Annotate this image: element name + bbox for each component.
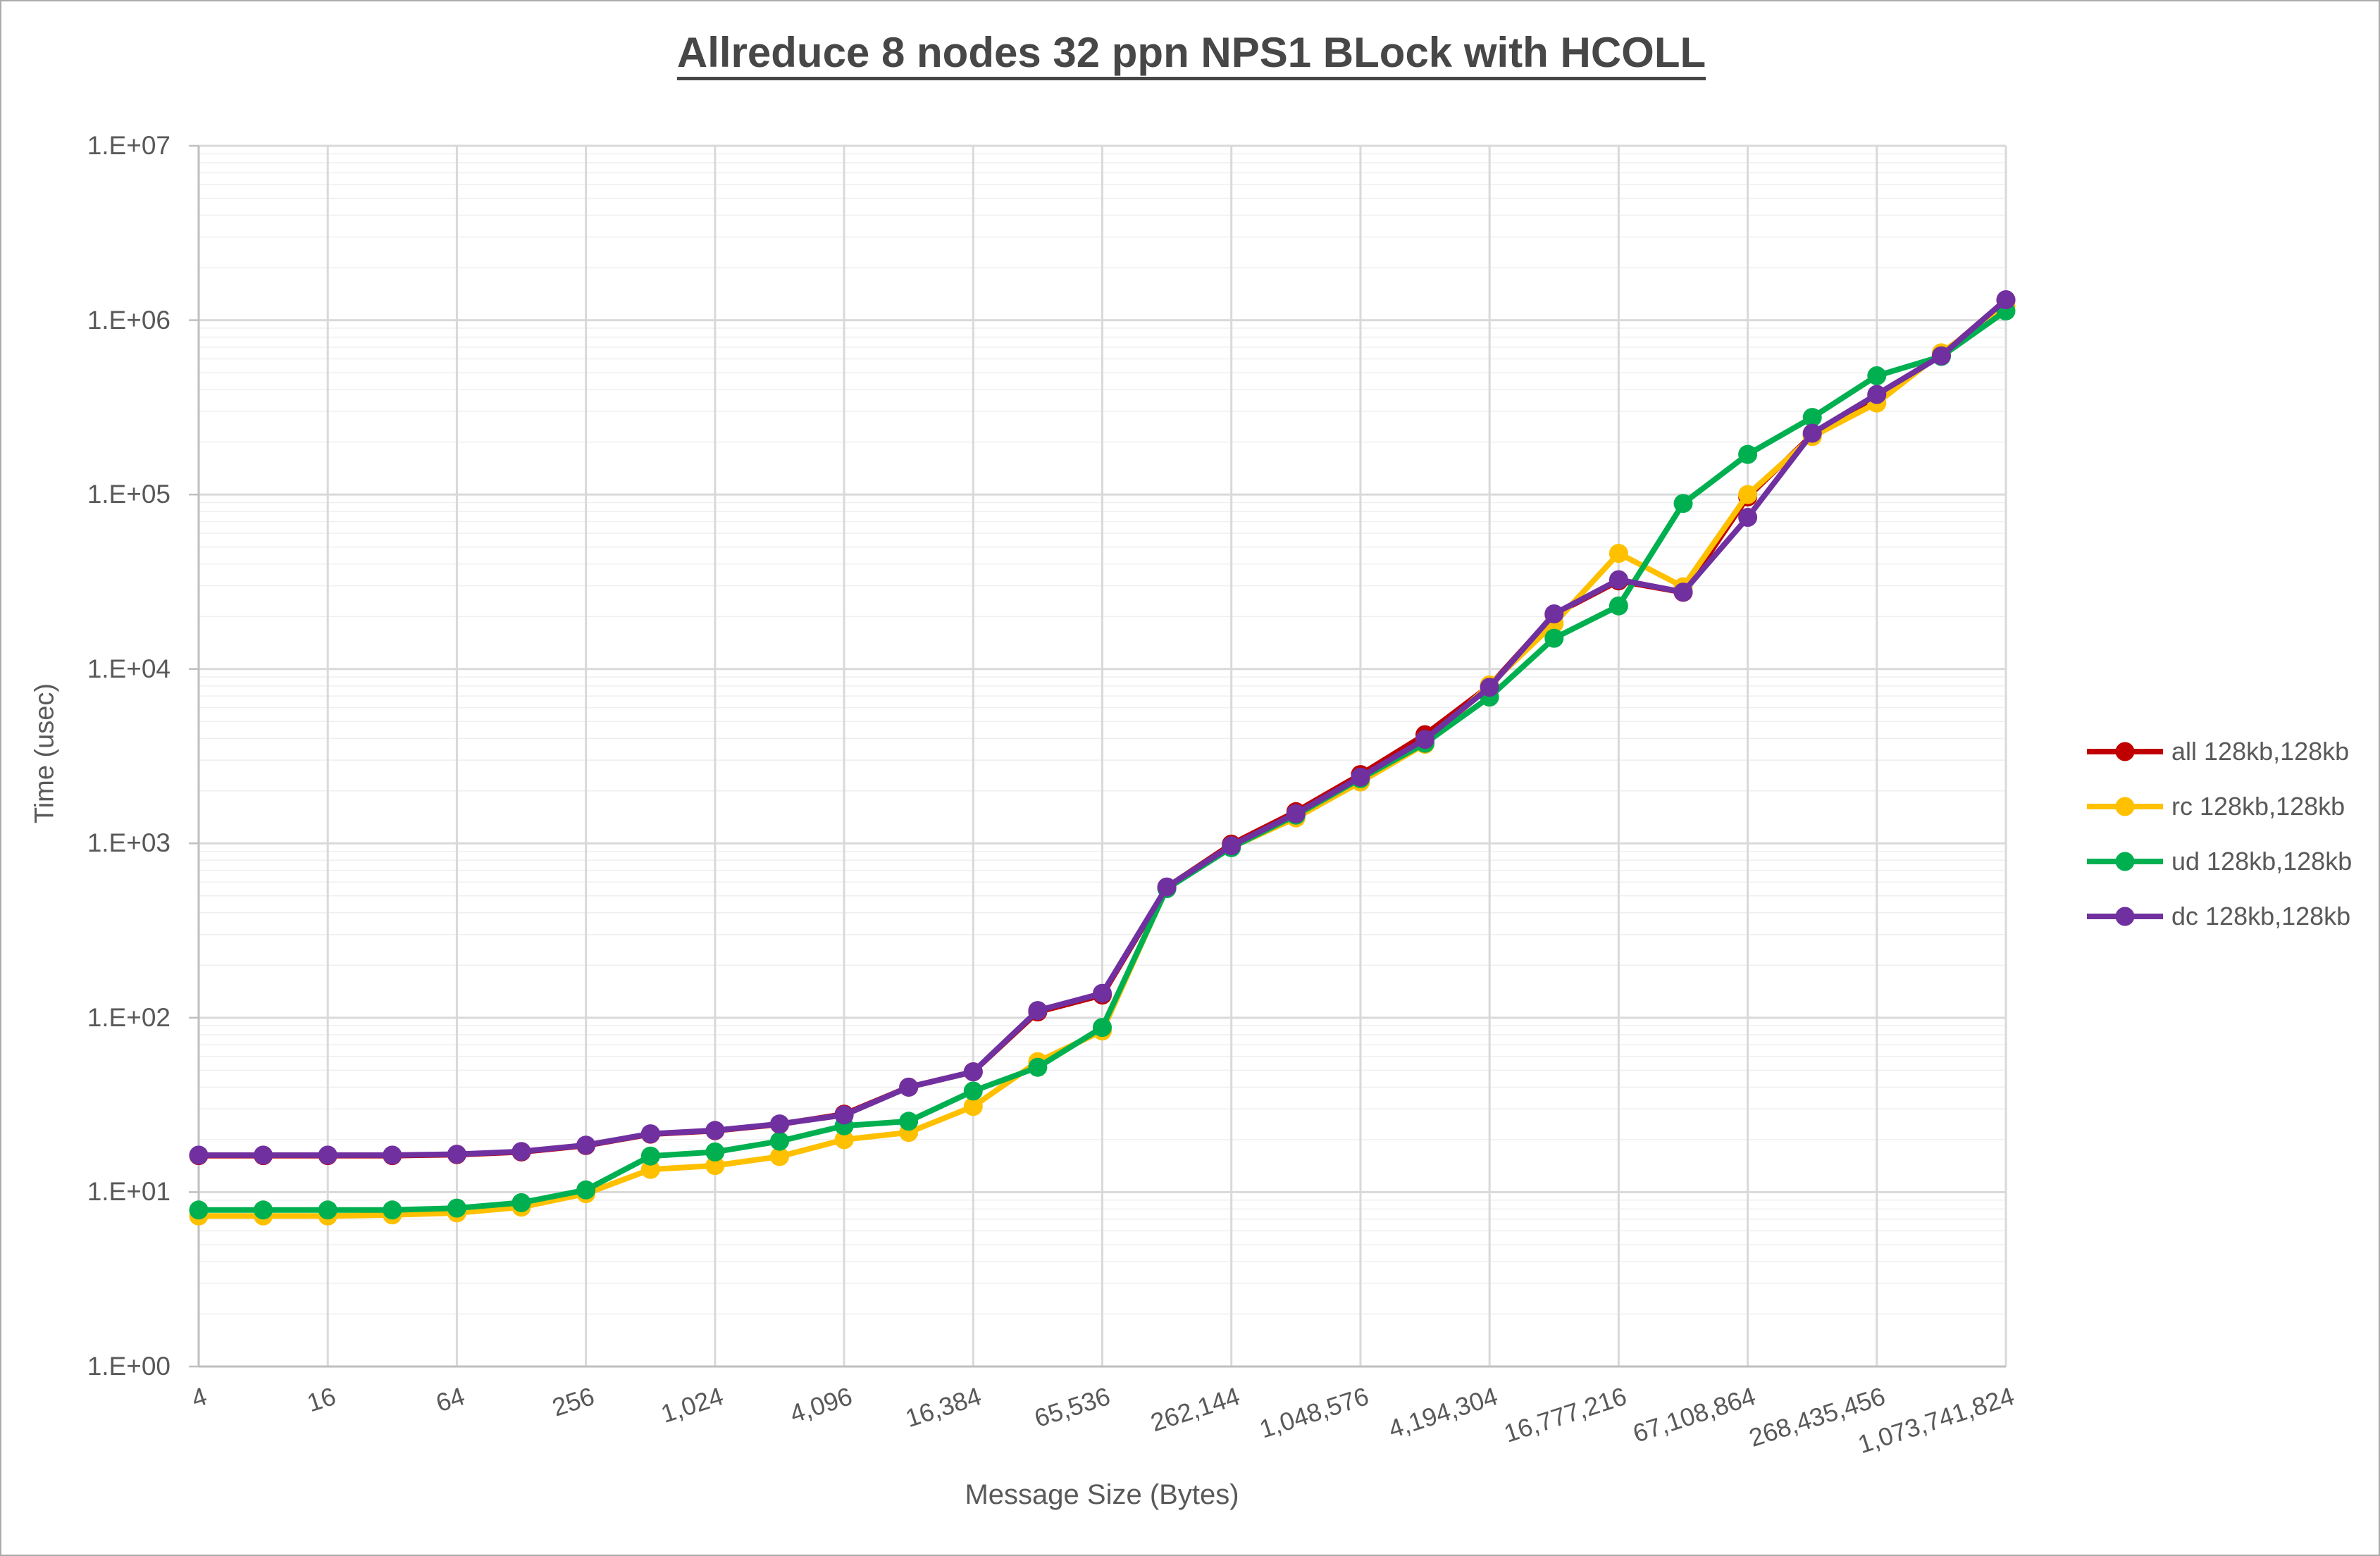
y-tick-label: 1.E+04 — [87, 654, 171, 683]
point-dc-65536 — [1093, 983, 1112, 1003]
point-ud-4 — [189, 1200, 209, 1220]
point-ud-2048 — [770, 1131, 789, 1151]
point-dc-33554432 — [1673, 583, 1693, 602]
point-ud-32 — [383, 1200, 402, 1220]
legend-item-label: all 128kb,128kb — [2171, 737, 2350, 766]
point-ud-512 — [640, 1146, 660, 1166]
point-dc-134217728 — [1802, 423, 1822, 443]
point-ud-33554432 — [1673, 494, 1693, 514]
point-rc-512 — [640, 1159, 660, 1179]
legend-item-ud: ud 128kb,128kb — [2085, 842, 2352, 880]
point-dc-32 — [383, 1145, 402, 1165]
point-dc-4096 — [834, 1105, 854, 1125]
legend-line-marker-icon — [2087, 742, 2163, 761]
point-ud-8388608 — [1544, 628, 1564, 648]
point-dc-4 — [189, 1145, 209, 1165]
point-ud-1024 — [705, 1142, 725, 1162]
y-tick-label: 1.E+03 — [87, 828, 171, 858]
point-dc-262144 — [1222, 836, 1241, 856]
y-tick-label: 1.E+01 — [87, 1177, 171, 1207]
point-rc-67108864 — [1738, 485, 1758, 504]
point-dc-1048576 — [1351, 767, 1370, 787]
point-dc-524288 — [1286, 804, 1306, 823]
point-dc-8388608 — [1544, 604, 1564, 623]
legend-item-all: all 128kb,128kb — [2085, 733, 2349, 771]
point-dc-536870912 — [1931, 346, 1951, 366]
point-ud-16777216 — [1609, 596, 1628, 616]
point-dc-131072 — [1157, 877, 1177, 897]
point-dc-32768 — [1028, 1001, 1048, 1021]
point-dc-1024 — [705, 1121, 725, 1140]
point-dc-16777216 — [1609, 570, 1628, 590]
point-ud-134217728 — [1802, 408, 1822, 428]
point-ud-64 — [447, 1198, 466, 1218]
point-dc-2048 — [770, 1114, 789, 1134]
point-dc-2097152 — [1415, 730, 1434, 749]
y-tick-label: 1.E+06 — [87, 305, 171, 335]
legend-item-label: rc 128kb,128kb — [2171, 792, 2345, 821]
point-rc-16777216 — [1609, 544, 1628, 564]
point-dc-268435456 — [1867, 385, 1887, 404]
point-ud-16384 — [963, 1081, 983, 1101]
point-dc-16384 — [963, 1062, 983, 1082]
y-tick-label: 1.E+00 — [87, 1352, 171, 1381]
y-tick-label: 1.E+02 — [87, 1002, 171, 1032]
legend-line-marker-icon — [2087, 852, 2163, 871]
vertical-gridlines — [197, 146, 2007, 1367]
point-ud-8 — [254, 1200, 273, 1220]
legend-item-label: ud 128kb,128kb — [2171, 847, 2353, 876]
legend-item-label: dc 128kb,128kb — [2171, 902, 2351, 931]
point-ud-256 — [576, 1180, 596, 1200]
legend-line-marker-icon — [2087, 907, 2163, 926]
point-dc-512 — [640, 1124, 660, 1144]
point-ud-67108864 — [1738, 444, 1758, 464]
point-dc-256 — [576, 1135, 596, 1155]
legend-item-rc: rc 128kb,128kb — [2085, 788, 2345, 826]
point-ud-268435456 — [1867, 366, 1887, 385]
point-ud-128 — [512, 1193, 531, 1212]
point-dc-128 — [512, 1142, 531, 1162]
point-dc-8 — [254, 1145, 273, 1165]
point-rc-4096 — [834, 1130, 854, 1150]
point-rc-2048 — [770, 1147, 789, 1166]
axes — [189, 144, 2006, 1368]
point-rc-16384 — [963, 1097, 983, 1116]
point-dc-64 — [447, 1145, 466, 1164]
point-rc-1024 — [705, 1156, 725, 1176]
point-dc-1073741824 — [1996, 290, 2016, 309]
y-tick-label: 1.E+07 — [87, 131, 171, 160]
legend-line-marker-icon — [2087, 797, 2163, 816]
point-ud-8192 — [899, 1112, 919, 1131]
y-tick-label: 1.E+05 — [87, 480, 171, 509]
point-dc-4194304 — [1480, 678, 1499, 697]
point-dc-67108864 — [1738, 508, 1758, 527]
series-dc — [189, 290, 2016, 1165]
legend-item-dc: dc 128kb,128kb — [2085, 897, 2350, 935]
chart-title: Allreduce 8 nodes 32 ppn NPS1 BLock with… — [676, 29, 1706, 76]
point-dc-8192 — [899, 1077, 919, 1097]
point-ud-16 — [318, 1200, 337, 1220]
point-ud-65536 — [1093, 1018, 1112, 1038]
point-ud-32768 — [1028, 1057, 1048, 1077]
point-dc-16 — [318, 1145, 337, 1165]
x-axis-title: Message Size (Bytes) — [965, 1479, 1239, 1510]
